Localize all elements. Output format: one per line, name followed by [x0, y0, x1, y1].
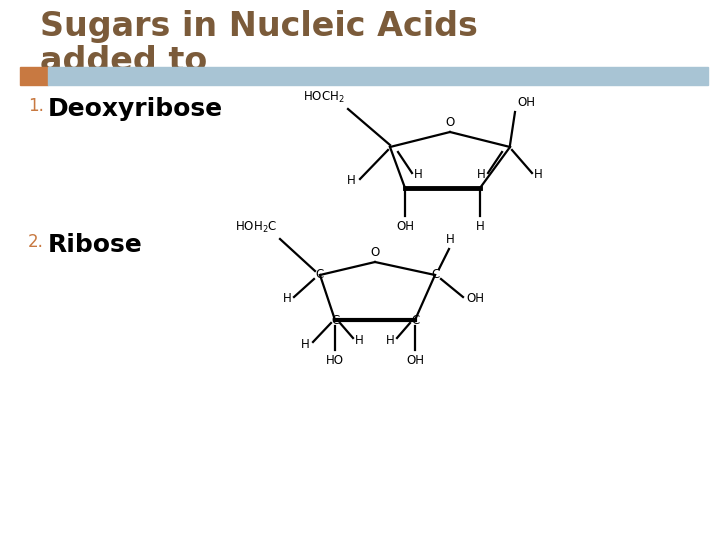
Text: Deoxyribose: Deoxyribose [48, 97, 223, 121]
Text: 2.: 2. [28, 233, 44, 251]
Text: C: C [331, 314, 339, 327]
Text: OH: OH [517, 96, 535, 109]
Text: H: H [476, 220, 485, 233]
Text: Sugars in Nucleic Acids: Sugars in Nucleic Acids [40, 10, 478, 43]
Text: C: C [316, 268, 324, 281]
Text: H: H [386, 334, 395, 347]
Bar [20, 67, 48, 85]
Text: H: H [347, 174, 356, 187]
Text: added to: added to [40, 45, 207, 78]
Text: OH: OH [466, 293, 484, 306]
Text: H: H [414, 168, 423, 181]
Text: H: H [283, 293, 292, 306]
Text: OH: OH [396, 220, 414, 233]
Text: C: C [411, 314, 419, 327]
Text: O: O [370, 246, 379, 259]
Text: HOH$_2$C: HOH$_2$C [235, 220, 277, 235]
Text: OH: OH [406, 354, 424, 367]
Text: H: H [534, 168, 543, 181]
Text: HO: HO [326, 354, 344, 367]
Text: C: C [431, 268, 439, 281]
Bar [48, 67, 708, 85]
Text: O: O [446, 116, 454, 129]
Text: 1.: 1. [28, 97, 44, 115]
Text: H: H [446, 233, 454, 246]
Text: Ribose: Ribose [48, 233, 143, 257]
Text: H: H [355, 334, 364, 347]
Text: HOCH$_2$: HOCH$_2$ [303, 90, 345, 105]
Text: H: H [477, 168, 486, 181]
Text: H: H [301, 338, 310, 350]
